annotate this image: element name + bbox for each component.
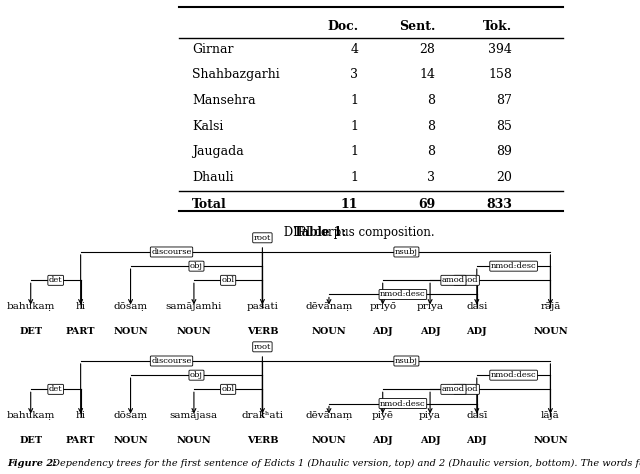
Text: 158: 158 — [488, 68, 512, 82]
Text: Dhauli: Dhauli — [192, 171, 234, 184]
Text: 8: 8 — [428, 145, 435, 158]
Text: dasi: dasi — [466, 302, 488, 311]
Text: discourse: discourse — [151, 248, 192, 256]
Text: NOUN: NOUN — [113, 436, 148, 445]
Text: Figure 2:: Figure 2: — [8, 459, 58, 468]
Text: 1: 1 — [351, 119, 358, 133]
Text: priyō: priyō — [369, 302, 396, 311]
Text: ADJ: ADJ — [467, 327, 487, 336]
Text: bahukaṃ: bahukaṃ — [6, 302, 55, 311]
Text: 89: 89 — [496, 145, 512, 158]
Text: ADJ: ADJ — [420, 436, 440, 445]
Text: nsubj: nsubj — [395, 357, 418, 365]
Text: 69: 69 — [418, 198, 435, 210]
Text: VERB: VERB — [246, 436, 278, 445]
Text: DET: DET — [19, 436, 42, 445]
Text: samājamhi: samājamhi — [166, 302, 222, 311]
Text: nsubj: nsubj — [395, 248, 418, 256]
Text: NOUN: NOUN — [113, 327, 148, 336]
Text: NOUN: NOUN — [312, 436, 346, 445]
Text: VERB: VERB — [246, 327, 278, 336]
Text: det: det — [49, 385, 63, 393]
Text: Total: Total — [192, 198, 227, 210]
Text: Sent.: Sent. — [399, 19, 435, 33]
Text: 394: 394 — [488, 43, 512, 56]
Text: Dependency trees for the first sentence of Edicts 1 (Dhaulic version, top) and 2: Dependency trees for the first sentence … — [49, 459, 640, 468]
Text: NOUN: NOUN — [312, 327, 346, 336]
Text: discourse: discourse — [151, 357, 192, 365]
Text: nmod:desc: nmod:desc — [491, 262, 536, 270]
Text: dōsaṃ: dōsaṃ — [113, 302, 148, 311]
Text: dēvānaṃ: dēvānaṃ — [305, 302, 353, 311]
Text: obj: obj — [190, 262, 203, 270]
Text: lājā: lājā — [541, 411, 560, 420]
Text: Tok.: Tok. — [483, 19, 512, 33]
Text: 3: 3 — [351, 68, 358, 82]
Text: dasī: dasī — [466, 411, 488, 420]
Text: ADJ: ADJ — [467, 436, 487, 445]
Text: bahukaṃ: bahukaṃ — [6, 411, 55, 420]
Text: NOUN: NOUN — [533, 327, 568, 336]
Text: dēvānaṃ: dēvānaṃ — [305, 411, 353, 420]
Text: PART: PART — [66, 436, 95, 445]
Text: root: root — [253, 343, 271, 351]
Text: obl: obl — [221, 276, 235, 284]
Text: PART: PART — [66, 327, 95, 336]
Text: hi: hi — [76, 411, 86, 420]
Text: amod: amod — [442, 276, 465, 284]
Text: amod: amod — [442, 385, 465, 393]
Text: obj: obj — [190, 371, 203, 379]
Text: piya: piya — [419, 411, 441, 420]
Text: nmod: nmod — [455, 276, 478, 284]
Text: NOUN: NOUN — [177, 327, 211, 336]
Text: DET: DET — [19, 327, 42, 336]
Text: rājā: rājā — [540, 302, 561, 311]
Text: drakʰati: drakʰati — [241, 411, 284, 420]
Text: Kalsi: Kalsi — [192, 119, 223, 133]
Text: det: det — [49, 276, 63, 284]
Text: dōsaṃ: dōsaṃ — [113, 411, 148, 420]
Text: nmod:desc: nmod:desc — [380, 291, 426, 299]
Text: Jaugada: Jaugada — [192, 145, 244, 158]
Text: 1: 1 — [351, 94, 358, 107]
Text: hi: hi — [76, 302, 86, 311]
Text: 3: 3 — [428, 171, 435, 184]
Text: NOUN: NOUN — [177, 436, 211, 445]
Text: piyē: piyē — [372, 411, 394, 420]
Text: 20: 20 — [496, 171, 512, 184]
Text: ADJ: ADJ — [372, 327, 393, 336]
Text: ADJ: ADJ — [372, 436, 393, 445]
Text: 28: 28 — [419, 43, 435, 56]
Text: 1: 1 — [351, 145, 358, 158]
Text: nmod:desc: nmod:desc — [491, 371, 536, 379]
Text: ADJ: ADJ — [420, 327, 440, 336]
Text: 87: 87 — [496, 94, 512, 107]
Text: pasati: pasati — [246, 302, 278, 311]
Text: Girnar: Girnar — [192, 43, 234, 56]
Text: 1: 1 — [351, 171, 358, 184]
Text: nmod: nmod — [455, 385, 478, 393]
Text: 8: 8 — [428, 94, 435, 107]
Text: 11: 11 — [341, 198, 358, 210]
Text: DIPI corpus composition.: DIPI corpus composition. — [280, 226, 435, 239]
Text: Table 1:: Table 1: — [294, 226, 346, 239]
Text: 14: 14 — [419, 68, 435, 82]
Text: 4: 4 — [351, 43, 358, 56]
Text: NOUN: NOUN — [533, 436, 568, 445]
Text: Mansehra: Mansehra — [192, 94, 255, 107]
Text: 85: 85 — [496, 119, 512, 133]
Text: 833: 833 — [486, 198, 512, 210]
Text: obl: obl — [221, 385, 235, 393]
Text: Doc.: Doc. — [327, 19, 358, 33]
Text: root: root — [253, 234, 271, 242]
Text: samājasa: samājasa — [170, 411, 218, 420]
Text: nmod:desc: nmod:desc — [380, 400, 426, 408]
Text: priya: priya — [417, 302, 444, 311]
Text: Shahbazgarhi: Shahbazgarhi — [192, 68, 280, 82]
Text: 8: 8 — [428, 119, 435, 133]
